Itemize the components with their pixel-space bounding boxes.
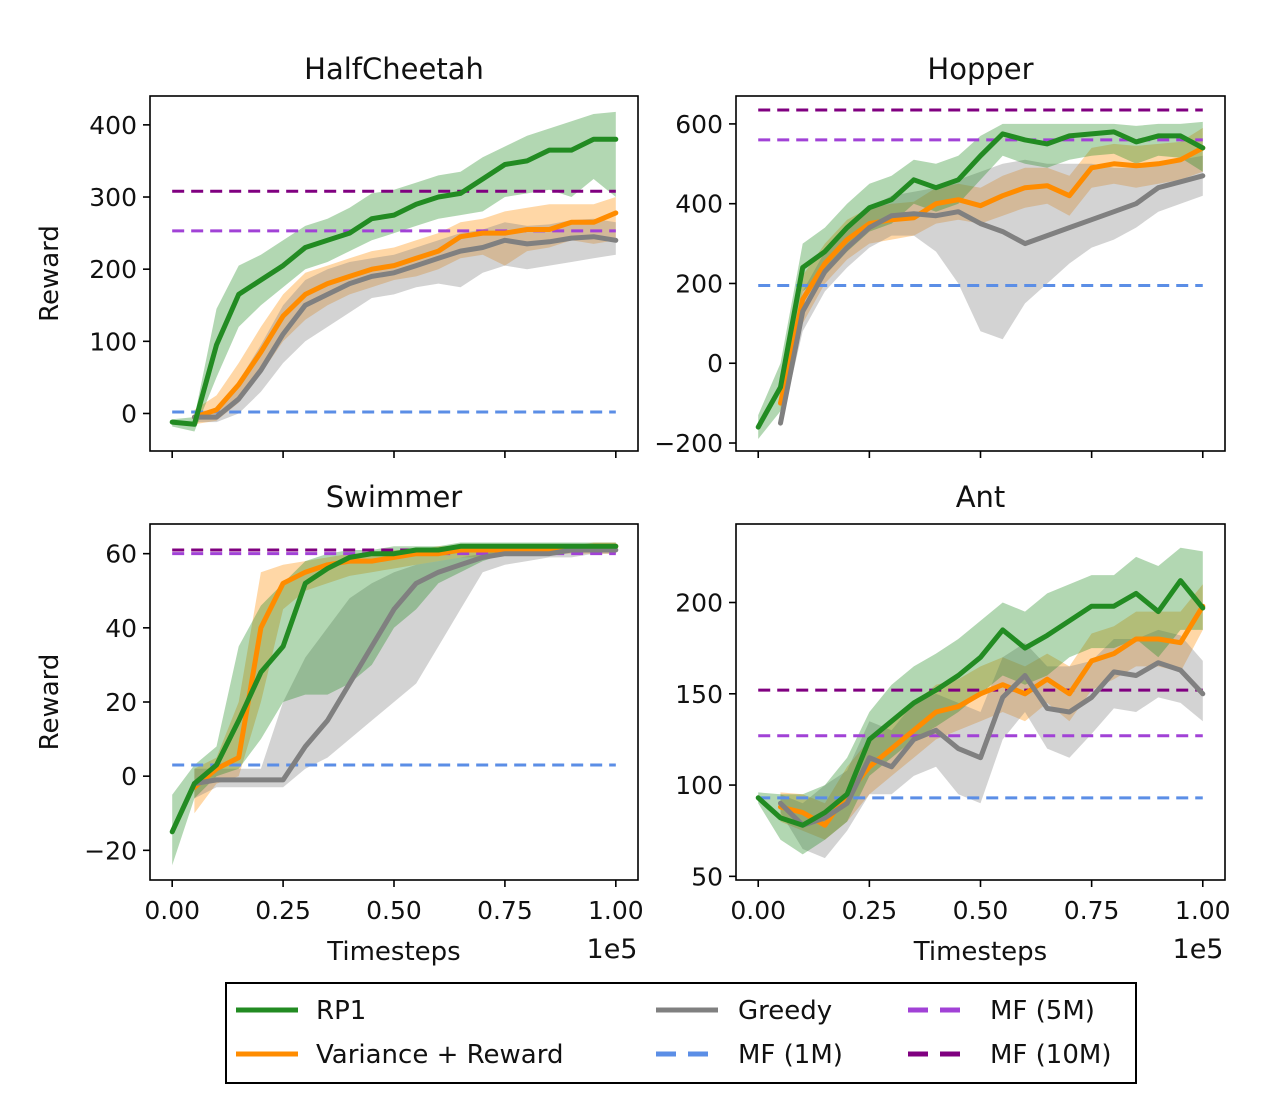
series-line-rp1	[755, 129, 1206, 430]
x-tick-label: 0.50	[953, 896, 1009, 925]
series-line-variance-reward	[191, 543, 619, 790]
legend-label: Variance + Reward	[316, 1040, 563, 1070]
y-tick-label: 150	[675, 680, 723, 709]
series-line-variance-reward	[778, 145, 1206, 406]
y-axis-label: Reward	[35, 654, 65, 751]
y-tick-label: 100	[89, 327, 137, 356]
y-tick-label: 0	[707, 349, 723, 378]
plot-area	[755, 108, 1206, 440]
y-tick-label: 300	[89, 183, 137, 212]
plot-area	[169, 111, 619, 432]
x-multiplier-labels: 1e5 1e5	[587, 934, 1224, 965]
subplot-ant: 50 100 150 200 0.00 0.25 0.50 0.75 1.00 Ant Timest…	[675, 480, 1230, 967]
series-line-greedy	[191, 547, 619, 787]
legend-label: MF (5M)	[990, 996, 1095, 1026]
subplot-swimmer: −20 0 20 40 60 0.00 0.25 0.50 0.75 1.00 Swimmer Tim…	[35, 480, 644, 967]
y-tick-label: 200	[675, 589, 723, 618]
y-tick-label: 100	[675, 771, 723, 800]
x-tick-label: 1.00	[588, 896, 644, 925]
y-axis-label: Reward	[35, 225, 65, 322]
legend-item-greedy: Greedy	[656, 996, 832, 1026]
x-multiplier-label-left: 1e5	[587, 934, 638, 965]
subplot-title: HalfCheetah	[304, 52, 484, 86]
plot-area	[755, 547, 1206, 859]
band-variance-reward	[780, 127, 1203, 420]
subplot-title: Hopper	[927, 52, 1033, 86]
y-tick-label: 400	[675, 190, 723, 219]
y-tick-label: 60	[105, 540, 137, 569]
y-tick-label: 50	[691, 862, 723, 891]
x-tick-label: 0.75	[1064, 896, 1120, 925]
y-tick-label: 200	[89, 255, 137, 284]
band-variance-reward	[194, 197, 616, 425]
subplot-halfcheetah: 0 100 200 300 400 HalfCheetah Reward	[35, 52, 639, 458]
y-tick-label: 200	[675, 269, 723, 298]
y-tick-label: 0	[121, 399, 137, 428]
subplot-title: Swimmer	[326, 480, 463, 514]
x-tick-label: 0.00	[144, 896, 200, 925]
band-rp1	[758, 547, 1203, 855]
band-greedy	[780, 629, 1203, 859]
y-tick-label: 0	[121, 762, 137, 791]
subplot-grid: 0100200300400HalfCheetahReward−200020040…	[35, 52, 1231, 967]
band-rp1	[172, 542, 616, 866]
legend-frame	[225, 982, 1137, 1084]
x-tick-label: 0.25	[255, 896, 311, 925]
x-tick-label: 0.00	[730, 896, 786, 925]
y-tick-label: 20	[105, 688, 137, 717]
subplot-title: Ant	[956, 480, 1006, 514]
y-tick-label: 400	[89, 111, 137, 140]
band-rp1	[758, 121, 1203, 440]
legend-label: RP1	[316, 996, 366, 1026]
x-axis-label: Timesteps	[913, 937, 1047, 967]
legend-item-mf-5m: MF (5M)	[908, 996, 1095, 1026]
series-line-variance-reward	[191, 210, 619, 420]
series-line-greedy	[778, 173, 1206, 426]
y-tick-label: −200	[654, 429, 723, 458]
legend-item-rp1: RP1	[236, 996, 366, 1026]
series-line-rp1	[169, 543, 619, 835]
legend-item-variance-reward: Variance + Reward	[236, 1040, 563, 1070]
series-line-greedy	[191, 234, 619, 420]
series-line-greedy	[778, 660, 1206, 828]
band-greedy	[780, 155, 1203, 428]
plot-area	[169, 542, 619, 866]
band-variance-reward	[780, 584, 1203, 840]
x-tick-label: 0.50	[366, 896, 422, 925]
y-tick-label: 600	[675, 110, 723, 139]
x-tick-label: 0.75	[477, 896, 533, 925]
legend-item-mf-10m: MF (10M)	[908, 1040, 1111, 1070]
series-line-rp1	[755, 578, 1206, 828]
legend: RP1 Variance + Reward Greedy MF (1M) MF …	[225, 982, 1137, 1084]
y-tick-label: 40	[105, 614, 137, 643]
x-multiplier-label-right: 1e5	[1173, 934, 1224, 965]
x-axis-label: Timesteps	[326, 937, 460, 967]
legend-label: Greedy	[738, 996, 832, 1026]
x-tick-label: 1.00	[1175, 896, 1231, 925]
legend-label: MF (1M)	[738, 1040, 843, 1070]
y-tick-label: −20	[84, 836, 137, 865]
series-line-rp1	[169, 136, 619, 427]
legend-label: MF (10M)	[990, 1040, 1111, 1070]
band-greedy	[194, 546, 616, 799]
subplot-hopper: −200 0 200 400 600 Hopper	[654, 52, 1226, 458]
legend-item-mf-1m: MF (1M)	[656, 1040, 843, 1070]
x-tick-label: 0.25	[842, 896, 898, 925]
